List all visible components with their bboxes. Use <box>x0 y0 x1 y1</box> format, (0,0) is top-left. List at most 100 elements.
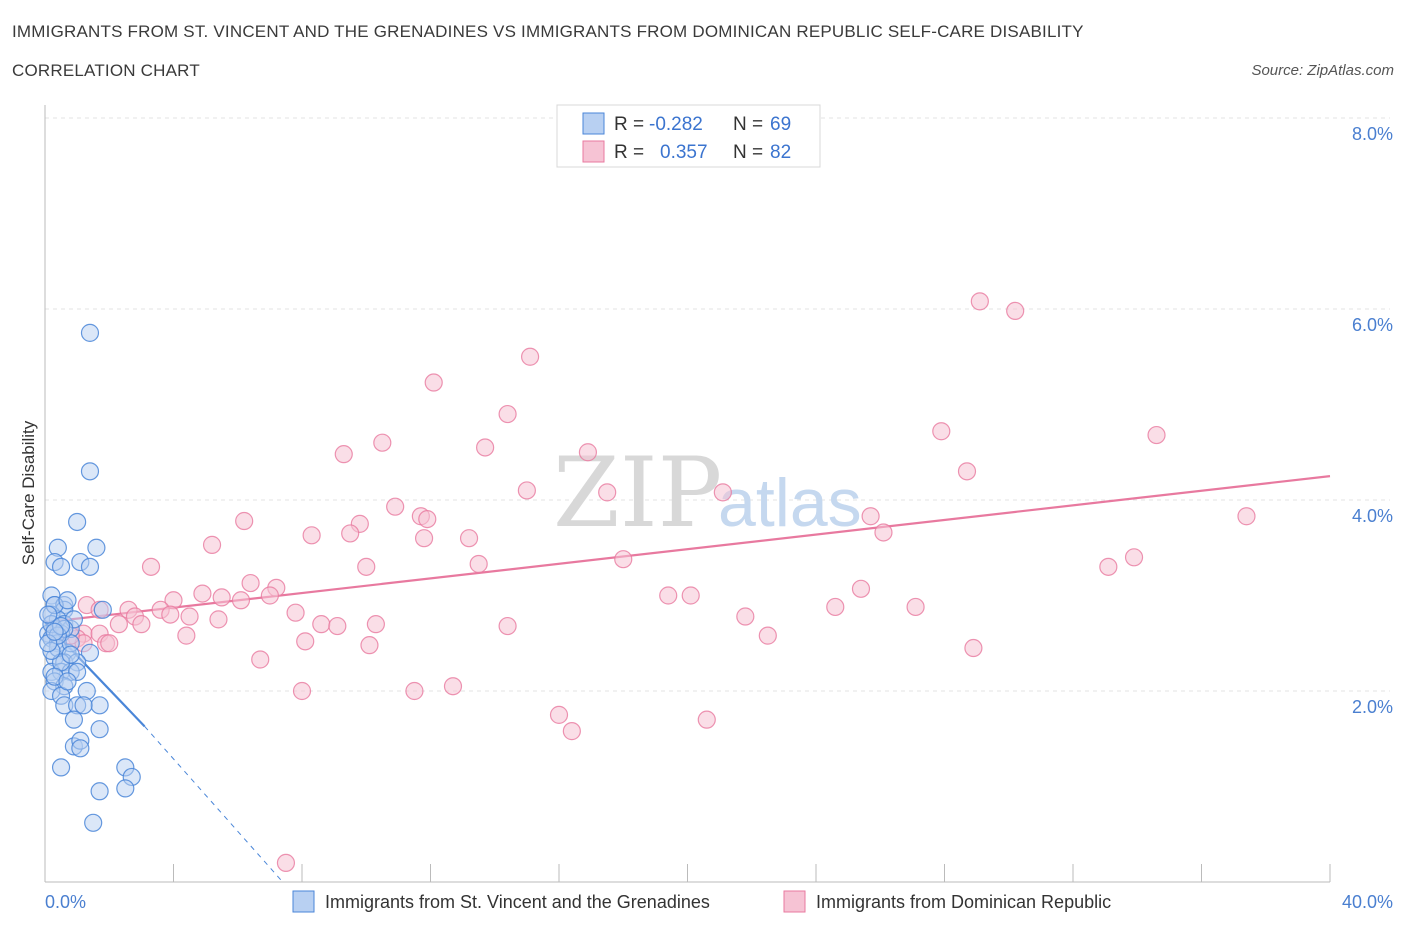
series-svg-points <box>39 323 141 832</box>
x-ticks <box>173 864 1331 882</box>
bottom-legend-label-svg: Immigrants from St. Vincent and the Gren… <box>325 892 710 912</box>
x-tick-label-min: 0.0% <box>45 892 86 912</box>
point-dominican <box>180 607 199 626</box>
point-dominican <box>424 373 443 392</box>
point-dominican <box>964 638 983 658</box>
point-svg <box>87 538 106 557</box>
legend-n-value-2: 82 <box>770 142 791 163</box>
point-dominican <box>312 615 331 634</box>
point-dominican <box>520 347 540 366</box>
bottom-legend-swatch-svg <box>292 890 315 913</box>
point-svg <box>68 512 87 532</box>
y-tick-label: 6.0% <box>1352 315 1393 335</box>
point-dominican <box>1124 548 1144 567</box>
point-dominican <box>659 586 678 605</box>
point-dominican <box>758 626 777 645</box>
legend-n-label-1: N = <box>733 114 763 135</box>
point-dominican <box>260 586 279 605</box>
point-svg <box>71 739 90 758</box>
y-tick-labels: 2.0% 4.0% 6.0% 8.0% <box>1352 124 1393 717</box>
point-dominican <box>861 507 880 526</box>
y-tick-label: 2.0% <box>1352 697 1393 717</box>
point-dominican <box>562 722 581 741</box>
point-dominican <box>443 677 463 696</box>
point-dominican <box>598 483 617 502</box>
point-dominican <box>1099 557 1118 576</box>
point-dominican <box>957 462 977 481</box>
point-dominican <box>826 597 845 617</box>
point-svg <box>80 643 100 662</box>
legend-r-value-1: -0.282 <box>649 114 703 135</box>
point-svg <box>84 813 103 832</box>
point-svg <box>90 696 109 715</box>
point-dominican <box>498 616 517 636</box>
point-dominican <box>851 579 871 598</box>
point-dominican <box>578 443 598 462</box>
point-dominican <box>141 557 161 576</box>
point-dominican <box>459 529 479 548</box>
point-dominican <box>212 588 231 607</box>
point-dominican <box>276 853 296 873</box>
point-dominican <box>193 584 212 603</box>
point-dominican <box>100 634 119 653</box>
chart-title-line2: CORRELATION CHART <box>12 61 200 80</box>
point-svg <box>90 720 109 739</box>
point-dominican <box>906 597 925 617</box>
chart-title-line1: IMMIGRANTS FROM ST. VINCENT AND THE GREN… <box>12 22 1084 41</box>
bottom-legend: Immigrants from St. Vincent and the Gren… <box>292 890 1111 913</box>
point-svg <box>58 591 77 610</box>
point-dominican <box>386 497 405 516</box>
point-dominican <box>235 511 254 531</box>
point-dominican <box>360 636 379 655</box>
legend-swatch-svg <box>582 112 605 135</box>
point-dominican <box>251 650 270 669</box>
point-dominican <box>177 626 196 645</box>
point-svg <box>51 557 71 576</box>
bottom-legend-swatch-dominican <box>783 890 806 913</box>
point-dominican <box>1147 425 1166 445</box>
point-dominican <box>132 615 151 634</box>
trend-line-svg-extension <box>144 726 284 883</box>
point-svg <box>51 758 71 777</box>
watermark-zip: ZIP <box>553 437 722 549</box>
point-dominican <box>357 557 376 576</box>
point-dominican <box>414 529 434 548</box>
point-dominican <box>517 481 536 500</box>
point-dominican <box>1237 507 1256 526</box>
point-svg <box>80 462 100 481</box>
point-dominican <box>341 524 360 543</box>
y-tick-label: 8.0% <box>1352 124 1393 144</box>
point-dominican <box>681 586 700 605</box>
point-dominican <box>476 438 495 457</box>
point-dominican <box>614 550 633 569</box>
point-dominican <box>302 526 321 545</box>
point-dominican <box>469 554 488 574</box>
point-dominican <box>373 433 392 452</box>
point-svg <box>64 710 84 729</box>
point-svg <box>93 600 112 619</box>
point-svg <box>90 782 109 801</box>
point-dominican <box>209 610 228 629</box>
point-dominican <box>874 523 893 542</box>
legend-n-value-1: 69 <box>770 114 791 135</box>
top-legend: R = -0.282 N = 69 R = 0.357 N = 82 <box>556 104 821 168</box>
point-svg <box>39 605 58 624</box>
watermark-atlas: atlas <box>718 465 862 541</box>
point-dominican <box>241 573 260 593</box>
point-dominican <box>736 607 755 626</box>
legend-r-label-2: R = <box>614 142 644 163</box>
point-dominican <box>970 292 989 311</box>
point-dominican <box>296 632 315 651</box>
legend-n-label-2: N = <box>733 142 763 163</box>
legend-swatch-dominican <box>582 140 605 163</box>
point-dominican <box>202 535 222 554</box>
x-tick-label-max: 40.0% <box>1342 892 1393 912</box>
point-svg <box>80 557 100 576</box>
point-svg <box>74 696 93 715</box>
point-dominican <box>932 422 951 441</box>
point-dominican <box>549 705 569 724</box>
legend-r-value-2: 0.357 <box>660 142 708 163</box>
point-dominican <box>1006 301 1025 321</box>
point-svg <box>58 672 77 691</box>
trend-line-dominican <box>44 475 1331 624</box>
